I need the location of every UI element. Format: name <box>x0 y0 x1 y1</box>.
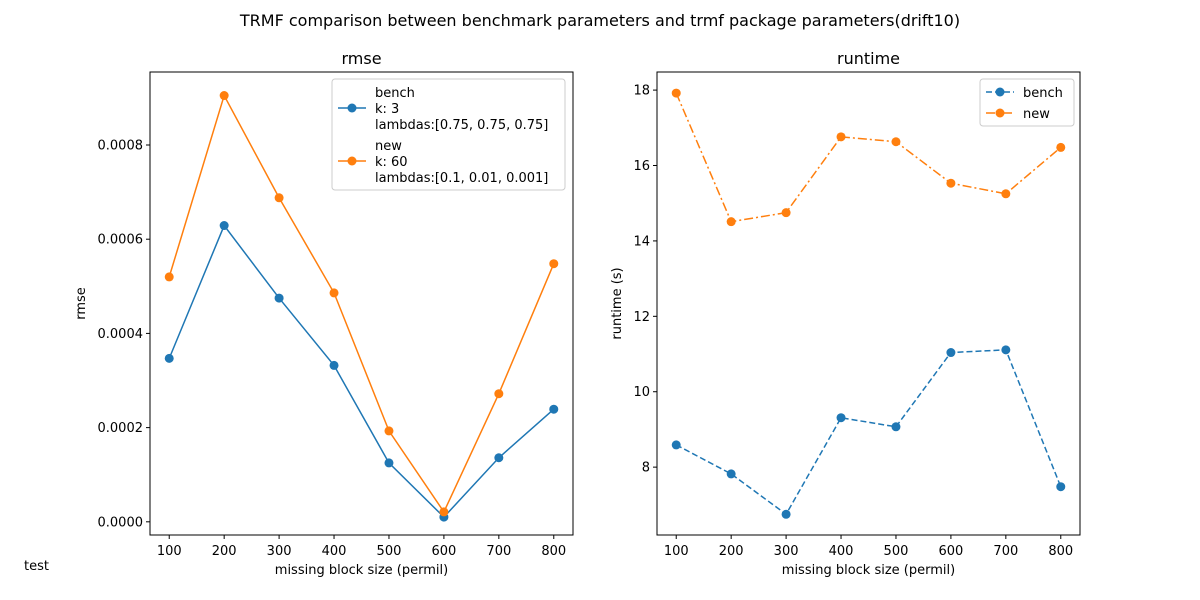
legend-entry-text: bench <box>1023 86 1063 101</box>
y-tick-label: 10 <box>633 385 650 400</box>
x-tick-label: 200 <box>719 544 744 559</box>
y-tick-label: 14 <box>633 234 650 249</box>
x-tick-label: 500 <box>377 544 402 559</box>
x-tick-label: 800 <box>541 544 566 559</box>
legend-entry-text: k: 3 <box>375 102 399 117</box>
legend-swatch-marker-bench <box>347 103 357 113</box>
data-point-bench <box>836 413 846 423</box>
data-point-bench <box>1001 345 1011 355</box>
data-point-bench <box>891 422 901 432</box>
data-point-new <box>439 507 449 517</box>
legend-box <box>331 78 566 191</box>
x-tick-label: 600 <box>431 544 456 559</box>
x-tick-label: 100 <box>664 544 689 559</box>
data-point-bench <box>726 469 736 479</box>
data-point-new <box>219 91 229 101</box>
x-tick-label: 600 <box>938 544 963 559</box>
data-point-bench <box>329 360 339 370</box>
y-tick-label: 18 <box>633 84 650 99</box>
plot-frame <box>656 71 1081 536</box>
x-axis-label: missing block size (permil) <box>275 563 448 578</box>
legend-entry-text: new <box>1023 107 1050 122</box>
y-tick-label: 8 <box>642 461 650 476</box>
legend: bench new <box>979 78 1075 127</box>
data-point-new <box>329 288 339 298</box>
y-tick-label: 0.0000 <box>98 515 144 530</box>
y-tick-label: 0.0004 <box>98 327 144 342</box>
x-tick-label: 400 <box>829 544 854 559</box>
y-tick-label: 12 <box>633 310 650 325</box>
series-line-new <box>168 93 555 514</box>
series-line-bench <box>675 349 1062 516</box>
plot-frame <box>149 71 574 536</box>
data-point-new <box>1056 142 1066 152</box>
data-point-bench <box>781 509 791 519</box>
data-point-bench <box>549 404 559 414</box>
x-tick-label: 700 <box>993 544 1018 559</box>
x-tick-label: 300 <box>774 544 799 559</box>
data-point-bench <box>494 453 504 463</box>
figure-footnote: test <box>24 559 49 574</box>
x-tick-label: 700 <box>486 544 511 559</box>
series-line-bench <box>168 224 555 519</box>
y-tick-label: 0.0008 <box>98 139 144 154</box>
y-tick-label: 16 <box>633 159 650 174</box>
data-point-bench <box>384 458 394 468</box>
y-axis-label: rmse <box>74 287 89 320</box>
data-point-new <box>164 272 174 282</box>
panel-title: rmse <box>341 49 381 68</box>
data-point-new <box>384 426 394 436</box>
x-tick-label: 500 <box>884 544 909 559</box>
y-tick-label: 0.0002 <box>98 421 144 436</box>
data-point-bench <box>671 440 681 450</box>
figure-suptitle: TRMF comparison between benchmark parame… <box>239 11 960 30</box>
x-tick-label: 800 <box>1048 544 1073 559</box>
legend-swatch-marker-bench <box>995 87 1005 97</box>
x-tick-label: 100 <box>157 544 182 559</box>
data-point-bench <box>274 293 284 303</box>
data-point-bench <box>946 348 956 358</box>
data-point-new <box>274 193 284 203</box>
series-line-new <box>675 92 1062 223</box>
legend-entry-text: k: 60 <box>375 155 408 170</box>
data-point-bench <box>1056 482 1066 492</box>
data-point-new <box>1001 189 1011 199</box>
data-point-new <box>549 259 559 269</box>
data-point-bench <box>164 353 174 363</box>
chart-panel-runtime: runtime 100 200 300 400 500 600 700 800 8 10 12 14 16… <box>610 49 1081 578</box>
data-point-bench <box>219 221 229 231</box>
x-tick-label: 200 <box>212 544 237 559</box>
data-point-new <box>726 217 736 227</box>
x-tick-label: 300 <box>267 544 292 559</box>
data-point-new <box>781 208 791 218</box>
data-point-new <box>836 132 846 142</box>
legend-entry-text: lambdas:[0.1, 0.01, 0.001] <box>375 171 548 186</box>
legend-swatch-marker-new <box>347 156 357 166</box>
data-point-new <box>671 88 681 98</box>
y-tick-label: 0.0006 <box>98 233 144 248</box>
legend-swatch-marker-new <box>995 108 1005 118</box>
data-point-new <box>946 178 956 188</box>
panel-title: runtime <box>837 49 900 68</box>
x-axis-label: missing block size (permil) <box>782 563 955 578</box>
data-point-new <box>891 137 901 147</box>
legend-entry-text: bench <box>375 86 415 101</box>
data-point-new <box>494 389 504 399</box>
chart-panel-rmse: rmse 100 200 300 400 500 600 700 800 0.0000 0.0002… <box>74 49 574 578</box>
legend-entry-text: new <box>375 139 402 154</box>
y-axis-label: runtime (s) <box>610 267 625 339</box>
legend-entry-text: lambdas:[0.75, 0.75, 0.75] <box>375 118 548 133</box>
x-tick-label: 400 <box>322 544 347 559</box>
